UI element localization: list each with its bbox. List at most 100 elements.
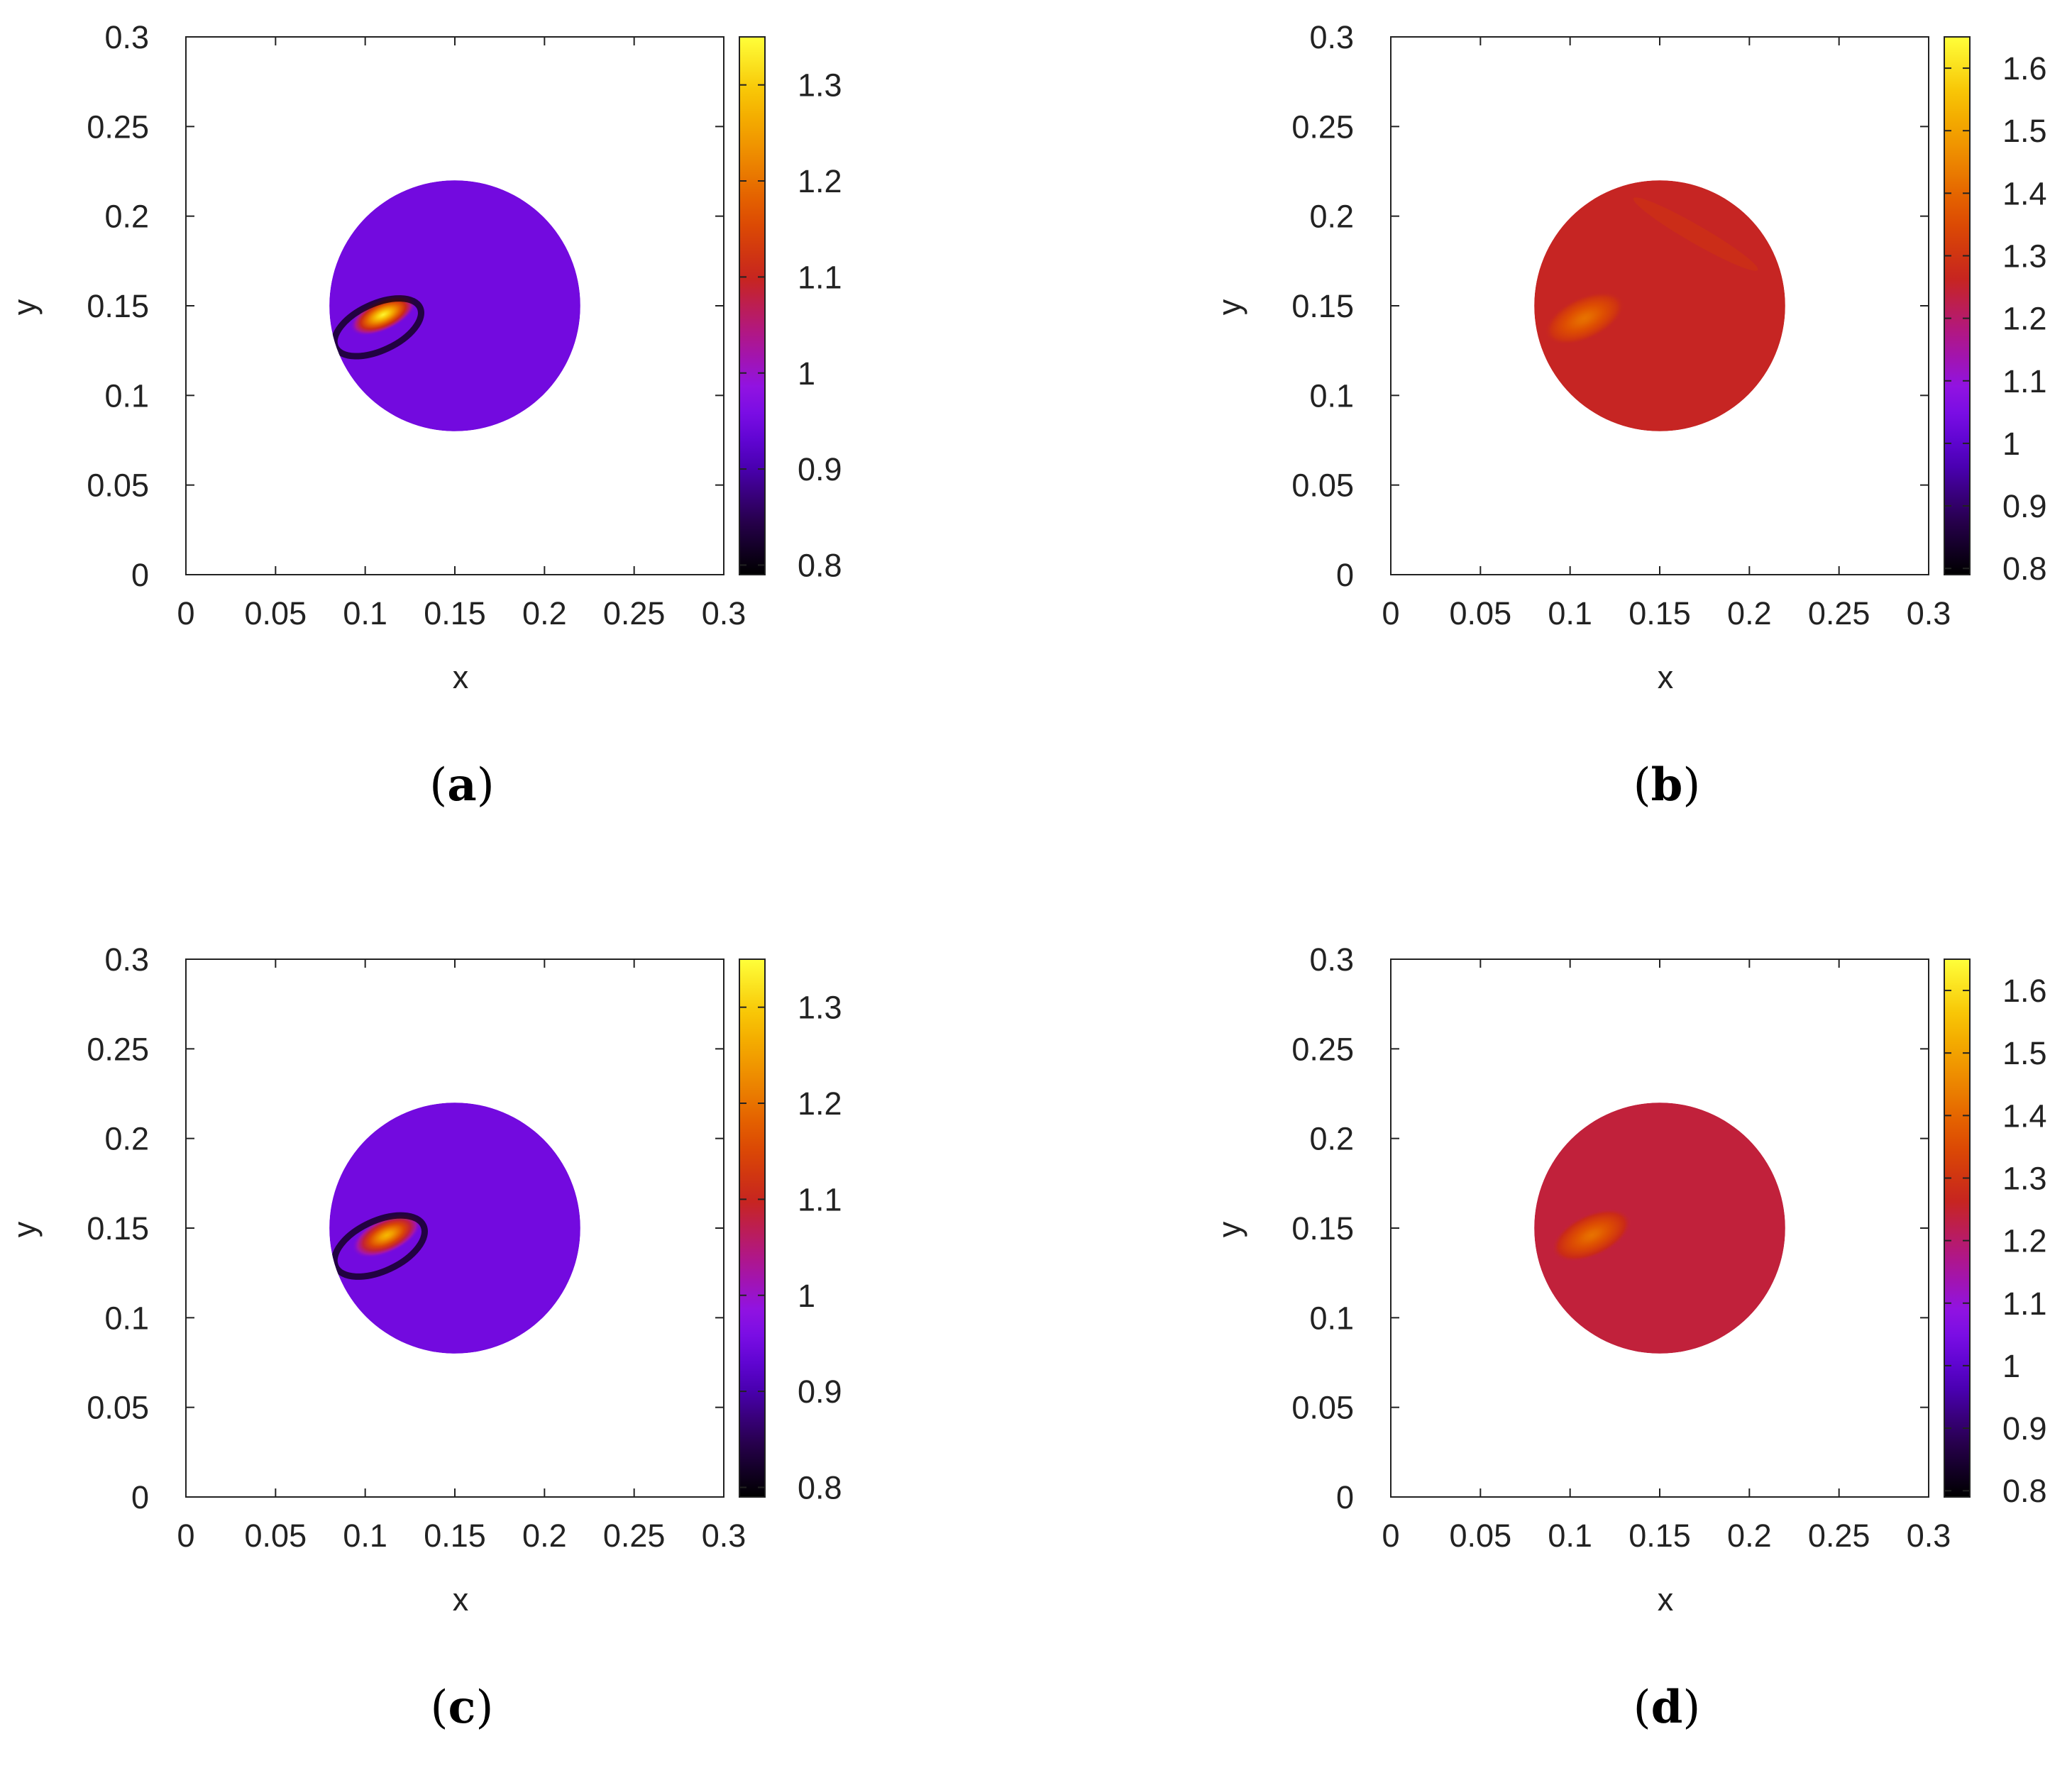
x-tick-label: 0.1 — [343, 595, 387, 631]
y-tick-label: 0.2 — [1309, 1121, 1354, 1157]
y-tick-label: 0.1 — [1309, 1300, 1354, 1336]
y-tick-label: 0.25 — [87, 109, 149, 145]
y-tick-label: 0.1 — [104, 377, 149, 414]
x-tick-label: 0.3 — [1907, 1518, 1951, 1554]
caption-close-paren: ) — [475, 1681, 493, 1734]
colorbar-tick-label: 1.2 — [2002, 1223, 2047, 1259]
panel-a: 0 0.05 0.1 0.15 0.2 0.25 0.3 0 0.05 0.1 0.15 0.2 0.2… — [6, 19, 842, 812]
colorbar-tick-label: 1.3 — [2002, 1160, 2047, 1196]
x-tick-label: 0.1 — [1548, 595, 1592, 631]
heat-streak — [1633, 197, 1758, 271]
heat-blob — [1544, 292, 1625, 346]
colorbar-tick-label: 0.9 — [798, 1374, 842, 1410]
x-tick-label: 0.2 — [522, 1518, 567, 1554]
x-tick-label: 0.15 — [1629, 595, 1691, 631]
y-tick-label: 0.3 — [1309, 19, 1354, 55]
colorbar-tick-label: 1.4 — [2002, 1098, 2047, 1134]
heatmap-b — [1534, 180, 1785, 431]
x-tick-label: 0 — [177, 595, 194, 631]
y-tick-label: 0.3 — [104, 19, 149, 55]
colorbar — [739, 958, 766, 1498]
heat-blob — [1551, 1208, 1632, 1262]
colorbar-tick-label: 1.2 — [798, 163, 842, 199]
panel-b: 0 0.05 0.1 0.15 0.2 0.25 0.3 0 0.05 0.1 0.15 0.2 0.2… — [1211, 19, 2047, 812]
panel-caption: (d) — [1633, 1681, 1701, 1734]
caption-letter: a — [447, 758, 476, 812]
heatmap-a — [329, 180, 580, 431]
caption-open-paren: ( — [1633, 1681, 1651, 1734]
colorbar-tick-label: 1.2 — [798, 1085, 842, 1122]
y-tick-label: 0 — [131, 557, 149, 593]
x-tick-label: 0 — [1382, 1518, 1399, 1554]
x-tick-label: 0.15 — [424, 595, 486, 631]
colorbar-tick-label: 1.3 — [798, 990, 842, 1026]
y-tick-label: 0 — [1336, 557, 1354, 593]
x-axis-label: x — [453, 659, 469, 695]
colorbar-tick-label: 1.6 — [2002, 50, 2047, 87]
y-tick-label: 0.25 — [1291, 1031, 1354, 1067]
heatmap-d — [1534, 1103, 1785, 1354]
y-axis-label: y — [6, 299, 43, 315]
x-tick-label: 0.2 — [522, 595, 567, 631]
y-tick-label: 0.15 — [87, 1210, 149, 1247]
x-tick-label: 0.2 — [1727, 595, 1772, 631]
y-tick-label: 0.2 — [104, 1121, 149, 1157]
y-tick-label: 0.1 — [1309, 377, 1354, 414]
colorbar-tick-label: 1.4 — [2002, 175, 2047, 211]
x-tick-label: 0.1 — [343, 1518, 387, 1554]
colorbar-tick-label: 1.5 — [2002, 1035, 2047, 1071]
colorbar — [1944, 36, 1971, 575]
y-tick-label: 0.3 — [1309, 941, 1354, 978]
x-tick-label: 0.25 — [603, 595, 666, 631]
y-tick-label: 0.3 — [104, 941, 149, 978]
colorbar-tick-label: 0.8 — [798, 547, 842, 583]
heatmap-domain-disk — [329, 1103, 580, 1354]
colorbar-tick-label: 0.8 — [2002, 1473, 2047, 1509]
panel-caption: (b) — [1633, 758, 1701, 812]
x-tick-label: 0.15 — [1629, 1518, 1691, 1554]
caption-close-paren: ) — [1682, 759, 1700, 812]
y-tick-label: 0.15 — [1291, 1210, 1354, 1247]
heatmap-domain-disk — [1534, 1103, 1785, 1354]
x-tick-label: 0.3 — [702, 1518, 746, 1554]
caption-open-paren: ( — [431, 1681, 448, 1734]
y-tick-label: 0.2 — [1309, 199, 1354, 235]
colorbar-tick-label: 1.1 — [2002, 1286, 2047, 1322]
x-axis-label: x — [1658, 1581, 1674, 1618]
x-tick-label: 0 — [1382, 595, 1399, 631]
heat-blob — [350, 293, 417, 336]
caption-letter: b — [1651, 758, 1683, 812]
y-tick-label: 0.25 — [87, 1031, 149, 1067]
y-tick-label: 0.2 — [104, 199, 149, 235]
y-tick-label: 0.05 — [87, 468, 149, 504]
colorbar-tick-label: 0.8 — [2002, 551, 2047, 587]
colorbar — [1944, 958, 1971, 1498]
heatmap-c — [329, 1103, 580, 1354]
colorbar-tick-label: 0.9 — [2002, 1410, 2047, 1447]
x-tick-label: 0.05 — [1450, 1518, 1512, 1554]
y-axis-label: y — [6, 1221, 43, 1237]
colorbar-tick-label: 1 — [2002, 426, 2020, 462]
colorbar-tick-label: 0.9 — [2002, 488, 2047, 524]
heat-dark-rim — [331, 1212, 428, 1280]
caption-open-paren: ( — [429, 759, 447, 812]
y-tick-label: 0.05 — [1291, 1390, 1354, 1426]
x-axis-label: x — [453, 1581, 469, 1618]
colorbar-tick-label: 1.3 — [798, 67, 842, 104]
panel-d: 0 0.05 0.1 0.15 0.2 0.25 0.3 0 0.05 0.1 0.15 0.2 0.2… — [1211, 941, 2047, 1734]
x-tick-label: 0.3 — [1907, 595, 1951, 631]
x-tick-label: 0 — [177, 1518, 194, 1554]
heat-blob — [351, 1212, 422, 1259]
x-tick-label: 0.15 — [424, 1518, 486, 1554]
y-tick-label: 0.05 — [87, 1390, 149, 1426]
x-tick-label: 0.25 — [603, 1518, 666, 1554]
x-tick-label: 0.3 — [702, 595, 746, 631]
colorbar-tick-label: 1.1 — [798, 1181, 842, 1217]
caption-letter: c — [448, 1681, 476, 1734]
colorbar-tick-label: 1.2 — [2002, 301, 2047, 337]
y-tick-label: 0.05 — [1291, 468, 1354, 504]
y-tick-label: 0.1 — [104, 1300, 149, 1336]
colorbar-tick-label: 1.1 — [2002, 363, 2047, 399]
y-tick-label: 0 — [1336, 1479, 1354, 1515]
